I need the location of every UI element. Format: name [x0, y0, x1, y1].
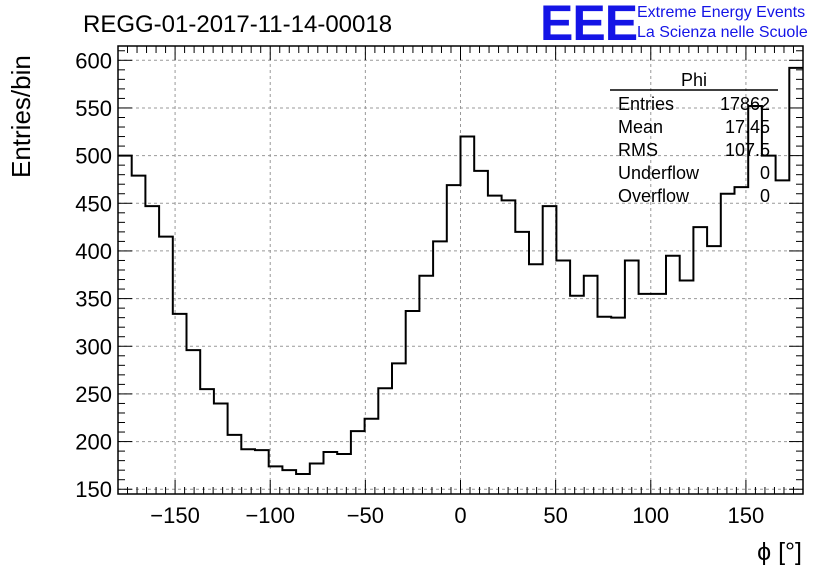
stats-row-value: 0: [760, 163, 770, 183]
x-tick-label: −150: [150, 503, 200, 528]
x-tick-label: 50: [543, 503, 567, 528]
stats-box: Phi Entries 17862 Mean 17.45 RMS 107.5 Underfl…: [610, 70, 778, 206]
x-axis-label: ϕ [°]: [757, 538, 802, 566]
x-tick-label: −100: [245, 503, 295, 528]
stats-row-value: 0: [760, 186, 770, 206]
stats-row-value: 17.45: [725, 117, 770, 137]
stats-row-label: Mean: [618, 117, 663, 137]
stats-row-label: RMS: [618, 140, 658, 160]
y-tick-label: 400: [75, 239, 112, 264]
stats-row-value: 107.5: [725, 140, 770, 160]
x-tick-label: 100: [632, 503, 669, 528]
x-tick-label: 150: [728, 503, 765, 528]
stats-row-label: Entries: [618, 94, 674, 114]
plot-frame: [117, 45, 804, 495]
eee-logo: EEE: [540, 0, 638, 51]
y-tick-label: 550: [75, 96, 112, 121]
y-tick-labels: 150 200 250 300 350 400 450 500 550 600: [75, 48, 112, 502]
y-tick-label: 450: [75, 191, 112, 216]
x-tick-label: −50: [347, 503, 384, 528]
stats-row-label: Overflow: [618, 186, 690, 206]
chart-title: REGG-01-2017-11-14-00018: [83, 11, 392, 38]
y-axis-label: Entries/bin: [6, 55, 36, 178]
logo-line-2: La Scienza nelle Scuole: [637, 24, 808, 41]
x-tick-label: 0: [454, 503, 466, 528]
stats-row-value: 17862: [720, 94, 770, 114]
stats-rows: Entries 17862 Mean 17.45 RMS 107.5 Underflow 0 O…: [618, 94, 770, 206]
axis-ticks: [118, 46, 803, 494]
y-tick-label: 200: [75, 430, 112, 455]
stats-title: Phi: [681, 70, 707, 90]
y-tick-label: 600: [75, 48, 112, 73]
logo-line-1: Extreme Energy Events: [637, 4, 806, 21]
y-tick-label: 300: [75, 334, 112, 359]
y-tick-label: 250: [75, 382, 112, 407]
stats-row-label: Underflow: [618, 163, 700, 183]
y-tick-label: 500: [75, 144, 112, 169]
y-tick-label: 350: [75, 287, 112, 312]
y-tick-label: 150: [75, 477, 112, 502]
x-tick-labels: −150 −100 −50 0 50 100 150: [150, 503, 764, 528]
histogram-line: [118, 66, 803, 475]
